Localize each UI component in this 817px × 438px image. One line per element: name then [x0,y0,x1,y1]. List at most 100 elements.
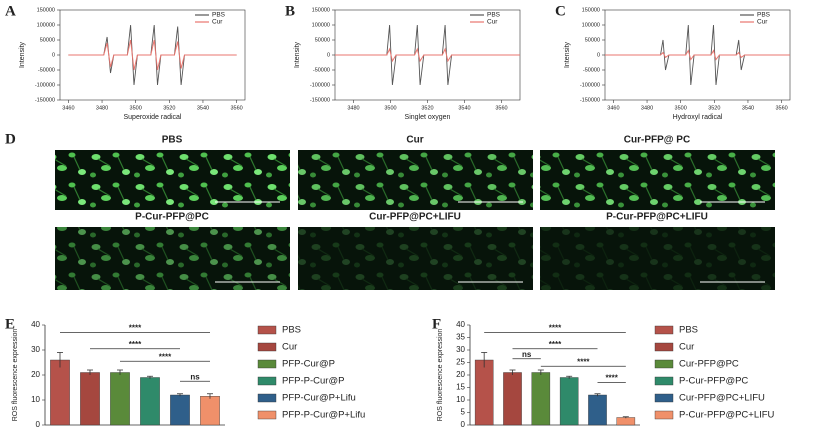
x-tick-label: 3460 [607,105,619,111]
legend-label: PFP-Cur@P [282,359,335,370]
legend-label: PBS [679,325,698,336]
y-tick-label: 10 [31,395,40,404]
y-tick-label: 40 [31,320,40,329]
bar [140,377,160,426]
micrograph-cells [298,227,533,290]
image-label: P-Cur-PFP@PC+LIFU [606,212,708,223]
y-tick-label: 50000 [40,37,55,43]
legend-swatch [654,359,674,369]
significance-label: **** [549,340,562,349]
legend-label: PBS [757,12,771,19]
y-tick-label: 150000 [582,7,600,13]
x-tick-label: 3500 [384,105,396,111]
bar [200,396,220,426]
x-axis-label: Superoxide radical [124,114,182,121]
legend-label: Cur [212,19,223,26]
micrograph-cells [540,227,775,290]
bar [559,377,579,426]
bar [503,372,522,426]
x-tick-label: 3480 [641,105,653,111]
y-tick-label: 35 [456,333,465,342]
x-tick-label: 3480 [96,105,108,111]
y-tick-label: -150000 [580,97,600,103]
y-tick-label: 0 [461,420,466,429]
legend-swatch [654,410,674,420]
y-tick-label: 100000 [37,22,55,28]
legend-swatch [654,376,674,386]
significance-label: **** [549,324,562,333]
legend-label: Cur [487,19,498,26]
image-label: Cur [406,135,423,146]
bar [110,372,130,426]
y-tick-label: 0 [327,52,330,58]
y-tick-label: -150000 [35,97,55,103]
legend-label: Cur [282,342,297,353]
x-tick-label: 3520 [421,105,433,111]
x-tick-label: 3500 [675,105,687,111]
legend-swatch [257,359,277,369]
legend-swatch [654,325,674,335]
y-tick-label: 100000 [312,22,330,28]
y-axis-label: ROS fluorescence expression [12,329,19,422]
y-axis-label: Intensity [19,41,26,68]
y-tick-label: 100000 [582,22,600,28]
micrograph-cells [298,150,533,210]
y-tick-label: -50000 [313,67,330,73]
y-tick-label: 0 [52,52,55,58]
y-tick-label: 5 [461,408,466,417]
x-tick-label: 3500 [130,105,142,111]
legend-swatch [257,342,277,352]
legend-label: Cur [679,342,694,353]
y-axis-label: Intensity [294,41,301,68]
legend-swatch [257,410,277,420]
y-tick-label: 30 [456,345,465,354]
legend-label: Cur-PFP@PC+LIFU [679,393,765,404]
y-tick-label: 15 [456,383,465,392]
y-axis-label: Intensity [564,41,571,68]
x-tick-label: 3540 [742,105,754,111]
y-tick-label: -100000 [310,82,330,88]
spectrum-line [68,39,237,71]
panel-letter: D [5,131,16,147]
spectrum-line [605,49,790,61]
legend-label: PBS [282,325,301,336]
x-tick-label: 3540 [458,105,470,111]
legend-swatch [654,342,674,352]
y-tick-label: 40 [456,320,465,329]
image-label: PBS [162,135,183,146]
micrograph-cells [55,150,290,210]
bar [531,372,551,426]
y-tick-label: 50000 [315,37,330,43]
y-tick-label: -50000 [583,67,600,73]
bar [80,372,100,426]
x-tick-label: 3520 [708,105,720,111]
y-tick-label: 0 [597,52,600,58]
image-label: P-Cur-PFP@PC [135,212,209,223]
significance-label: **** [605,374,618,383]
x-tick-label: 3560 [775,105,787,111]
panel-letter: B [285,3,295,19]
image-label: Cur-PFP@PC+LIFU [369,212,461,223]
spectrum-line [335,47,520,63]
x-tick-label: 3560 [495,105,507,111]
bar [474,359,494,426]
y-tick-label: 25 [456,358,465,367]
y-tick-label: -50000 [38,67,55,73]
panel-letter: F [432,316,441,332]
y-tick-label: 150000 [37,7,55,13]
significance-label: **** [129,340,142,349]
y-tick-label: -100000 [35,82,55,88]
x-tick-label: 3520 [163,105,175,111]
legend-label: Cur-PFP@PC [679,359,739,370]
micrograph-cells [540,150,775,210]
legend-label: PBS [487,12,501,19]
legend-label: PFP-P-Cur@P [282,376,344,387]
micrograph-cells [55,227,290,290]
legend-swatch [257,325,277,335]
x-axis-label: Singlet oxygen [405,114,451,121]
bar [50,359,70,426]
bar [616,417,636,426]
legend-swatch [257,376,277,386]
y-axis-label: ROS fluorescence expression [437,329,444,422]
